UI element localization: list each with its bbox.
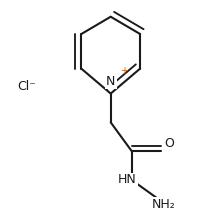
Text: HN: HN bbox=[118, 173, 137, 186]
Text: NH₂: NH₂ bbox=[151, 198, 175, 211]
Text: +: + bbox=[120, 66, 128, 76]
Text: N: N bbox=[106, 75, 115, 88]
Text: O: O bbox=[165, 137, 174, 150]
Text: Cl⁻: Cl⁻ bbox=[17, 80, 36, 94]
